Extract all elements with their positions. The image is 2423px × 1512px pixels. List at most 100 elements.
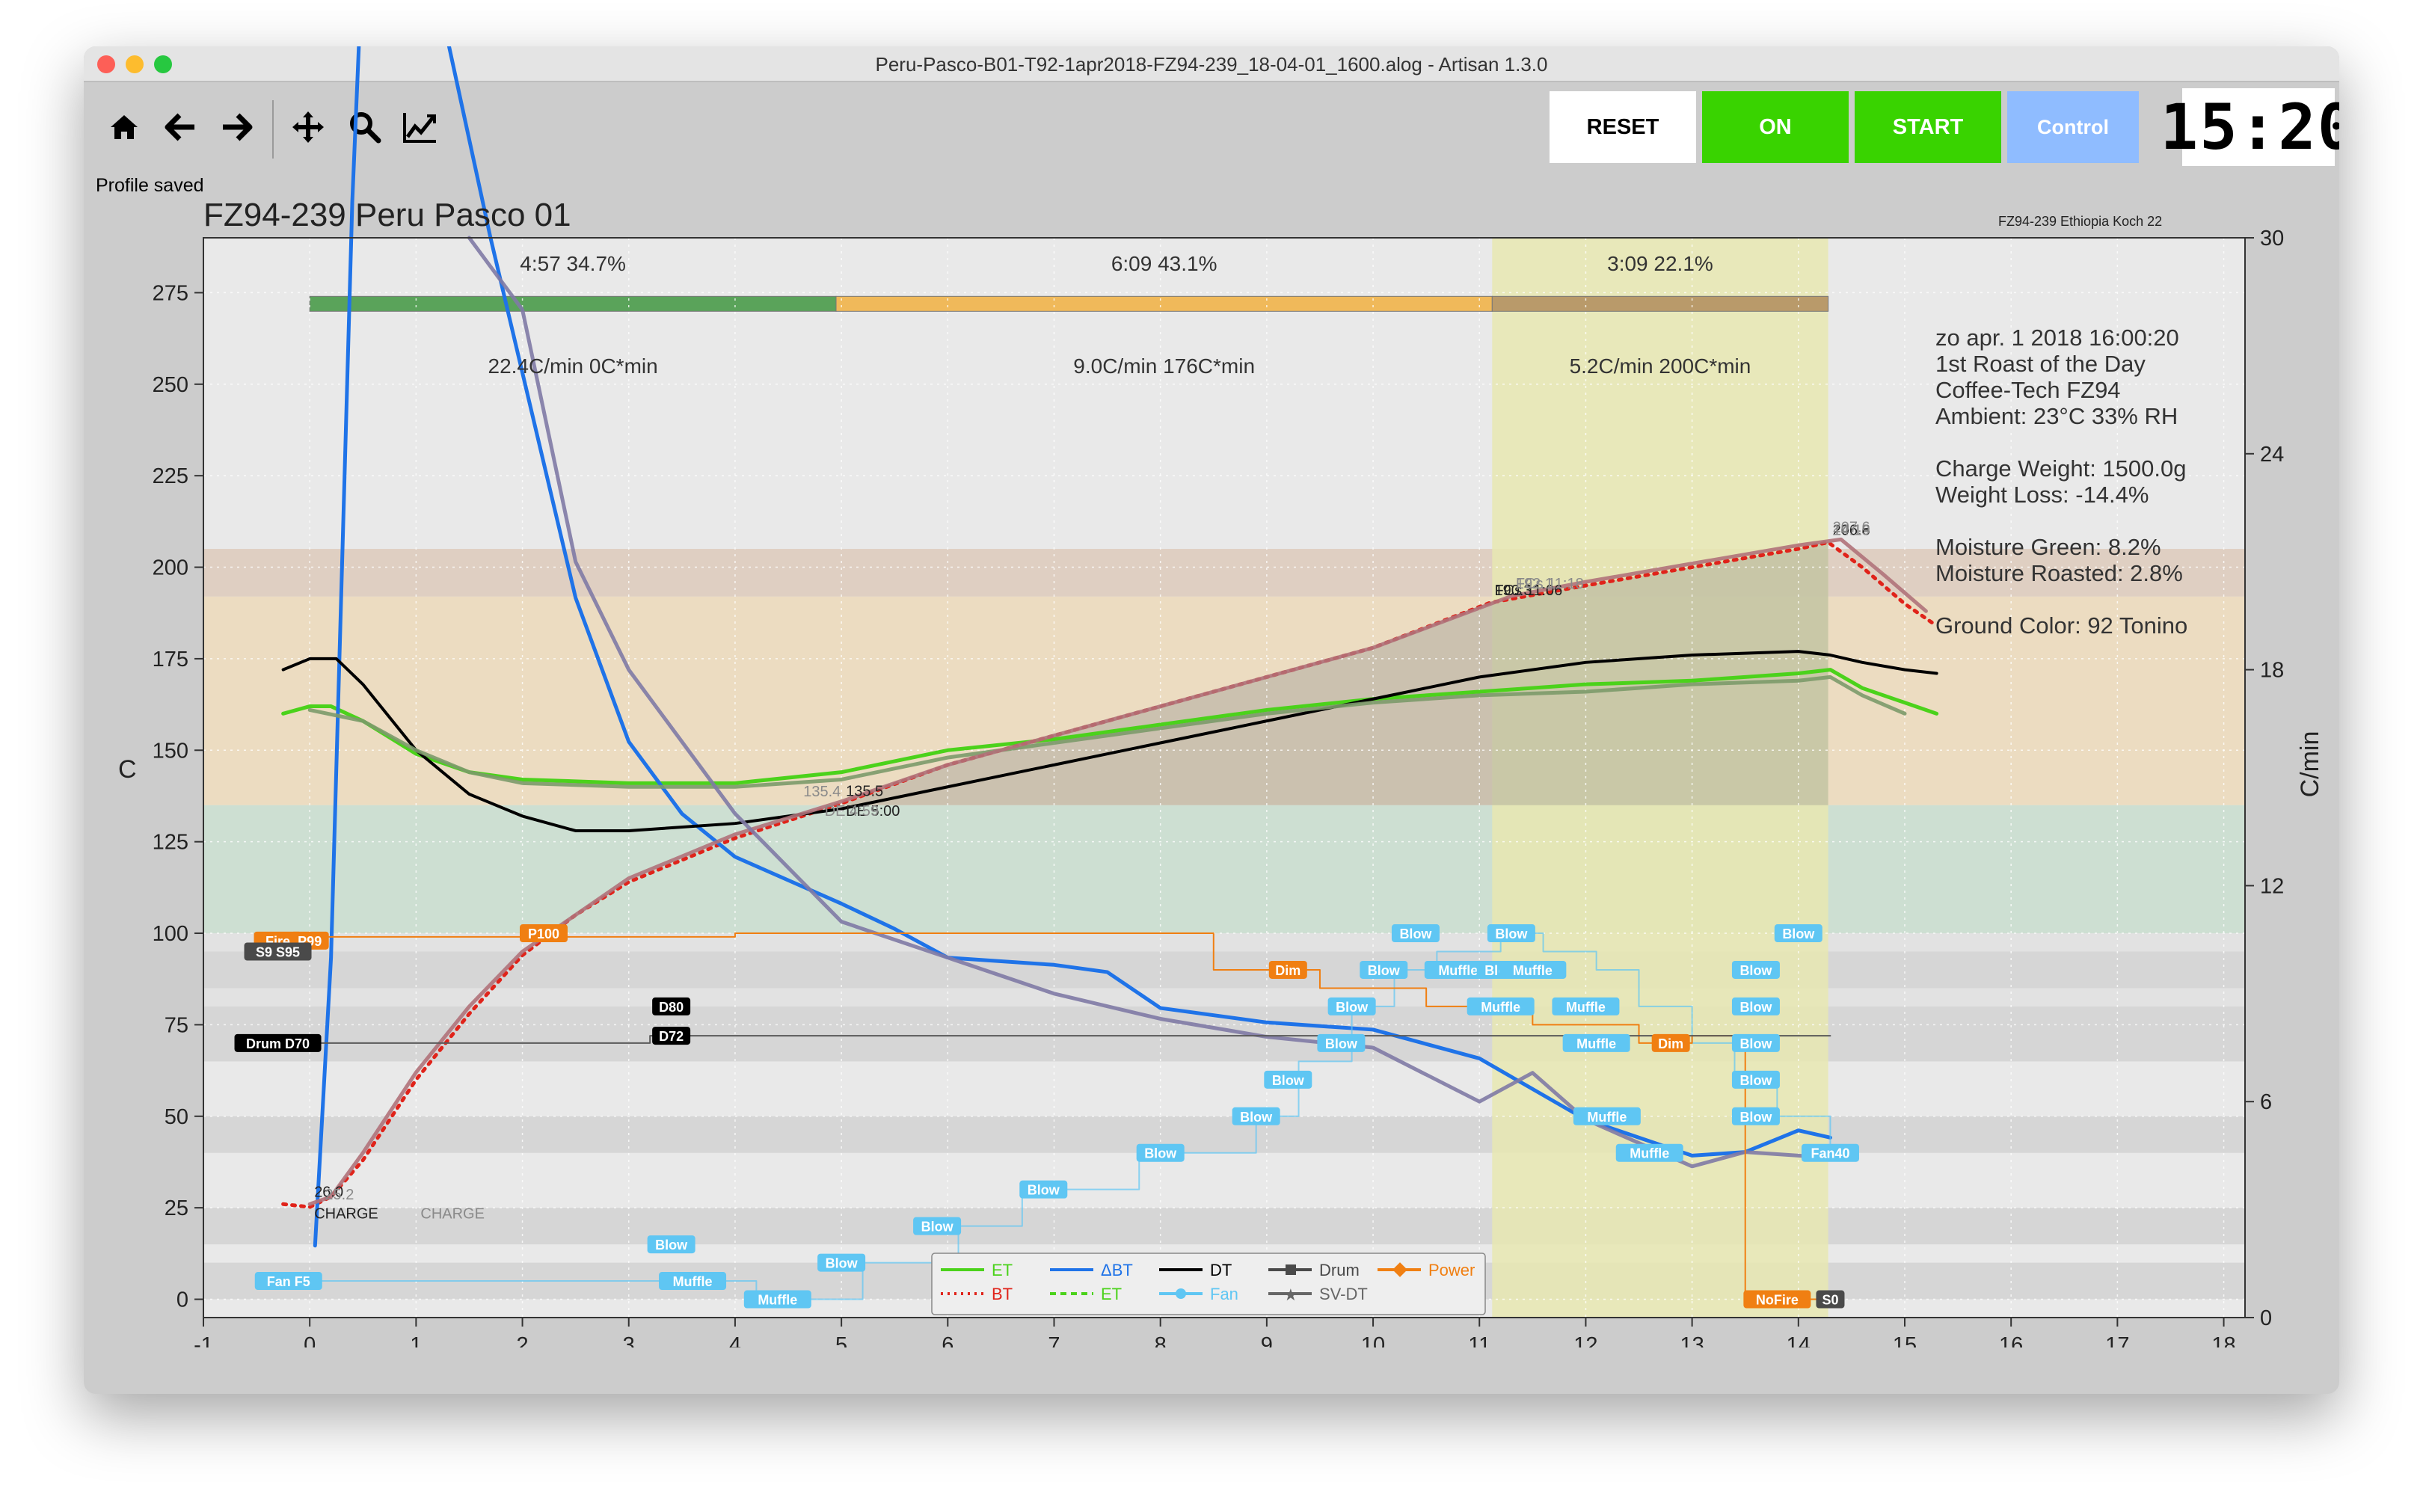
y-tick-label: 100 (153, 922, 188, 946)
y-tick-label: 150 (153, 739, 188, 763)
event-tag (254, 931, 302, 950)
event-tag-label: Fan40 (1811, 1146, 1849, 1161)
event-tag-label: S9 S95 (256, 945, 300, 960)
annotation-label: 190.3 (1494, 583, 1532, 599)
event-tag (1731, 1033, 1780, 1052)
event-tag-label: Blow (1484, 963, 1517, 978)
y-tick-label: 175 (153, 648, 188, 672)
event-tag (1268, 960, 1307, 979)
event-tag (234, 1033, 322, 1052)
home-icon[interactable] (105, 108, 144, 147)
y-axis-label: C (118, 755, 137, 784)
reset-button[interactable]: RESET (1550, 91, 1696, 163)
y2-tick-label: 30 (2260, 227, 2284, 251)
y-tick-label: 0 (176, 1288, 188, 1312)
y-tick-label: 250 (153, 373, 188, 397)
event-tag (1391, 924, 1440, 943)
x-tick-label: 6 (942, 1333, 953, 1347)
annotation-label: CHARGE (420, 1206, 485, 1223)
event-tag-label: Dim (1658, 1036, 1683, 1051)
on-button[interactable]: ON (1702, 91, 1849, 163)
x-tick-label: 5 (835, 1333, 847, 1347)
annotation-label: 192.1 (1516, 576, 1553, 592)
x-tick-label: 13 (1680, 1333, 1704, 1347)
event-tag-label: Blow (1782, 926, 1815, 941)
lines-icon[interactable] (401, 108, 440, 147)
event-tag (1487, 924, 1535, 943)
minimize-window-button[interactable] (126, 55, 144, 73)
app-window: Peru-Pasco-B01-T92-1apr2018-FZ94-239_18-… (84, 46, 2339, 1394)
legend-box (931, 1253, 1486, 1315)
event-tag-label: Muffle (673, 1274, 713, 1289)
x-tick-label: 7 (1048, 1333, 1060, 1347)
y2-tick-label: 12 (2260, 874, 2284, 898)
event-tag (1774, 924, 1822, 943)
chart-title: FZ94-239 Peru Pasco 01 (203, 197, 571, 233)
series-line-fan (277, 932, 1831, 1300)
x-tick-label: 14 (1787, 1333, 1811, 1347)
development-band (1492, 238, 1828, 1318)
toolbar-separator (272, 100, 274, 159)
info-line: Weight Loss: -14.4% (1935, 482, 2149, 508)
band-stripe (203, 1116, 2245, 1153)
annotation-label: 135.5 (846, 783, 883, 799)
event-tag-label: Muffle (1630, 1146, 1669, 1161)
event-tag (1467, 997, 1535, 1015)
event-tag (1731, 960, 1780, 979)
zoom-window-button[interactable] (154, 55, 172, 73)
event-tag-label: Fan F5 (267, 1274, 310, 1289)
y2-tick-label: 6 (2260, 1090, 2272, 1114)
control-button[interactable]: Control (2007, 91, 2139, 163)
legend-marker (1392, 1262, 1407, 1277)
series-line-drum (277, 1035, 1831, 1044)
phase-label: 4:57 34.7% (520, 252, 626, 275)
event-tag (652, 997, 691, 1015)
info-line: Moisture Green: 8.2% (1935, 534, 2161, 560)
event-tag-label: Drum D70 (246, 1036, 310, 1051)
event-tag-label: Blow (1272, 1073, 1305, 1088)
event-tag (1360, 960, 1408, 979)
window-title: Peru-Pasco-B01-T92-1apr2018-FZ94-239_18-… (875, 53, 1548, 76)
status-message: Profile saved (96, 175, 204, 196)
event-tag (290, 931, 329, 950)
y2-tick-label: 24 (2260, 443, 2284, 467)
event-tag-label: Blow (655, 1238, 688, 1253)
band-zone (203, 933, 2245, 1062)
event-tag (647, 1235, 695, 1254)
zoom-icon[interactable] (346, 108, 384, 147)
phase-bar (309, 295, 837, 312)
event-tag-label: Blow (1739, 1073, 1772, 1088)
close-window-button[interactable] (97, 55, 115, 73)
event-tag (1816, 1290, 1845, 1309)
event-tag-label: D80 (659, 1000, 684, 1015)
event-tag (1499, 960, 1567, 979)
info-line: Moisture Roasted: 2.8% (1935, 560, 2183, 586)
arrow-right-icon[interactable] (217, 108, 256, 147)
x-tick-label: 17 (2105, 1333, 2129, 1347)
legend-marker (1176, 1288, 1186, 1299)
event-tag (1264, 1070, 1312, 1089)
event-tag (244, 942, 312, 961)
x-tick-label: 0 (304, 1333, 316, 1347)
band-development (203, 549, 2245, 597)
phase-label: 3:09 22.1% (1607, 252, 1713, 275)
arrow-left-icon[interactable] (162, 108, 200, 147)
event-tag-label: Blow (1739, 1036, 1772, 1051)
event-tag (913, 1217, 962, 1235)
series-line-bt (281, 540, 1939, 1209)
legend-marker: ★ (1283, 1285, 1298, 1304)
x-tick-label: 2 (516, 1333, 528, 1347)
start-button[interactable]: START (1855, 91, 2001, 163)
event-tag-label: Muffle (1566, 1000, 1606, 1015)
pan-icon[interactable] (289, 108, 328, 147)
legend-label: BT (992, 1285, 1013, 1303)
phase-bar (1491, 295, 1829, 312)
x-tick-label: 12 (1573, 1333, 1597, 1347)
info-line: Ground Color: 92 Tonino (1935, 612, 2187, 639)
x-tick-label: 9 (1261, 1333, 1273, 1347)
series-line-delta-bt (313, 46, 1832, 1248)
x-tick-label: 8 (1155, 1333, 1167, 1347)
event-tag (1232, 1107, 1280, 1125)
annotation-label: FCs 11:18 (1516, 576, 1584, 592)
event-tag-label: Blow (1336, 1000, 1369, 1015)
